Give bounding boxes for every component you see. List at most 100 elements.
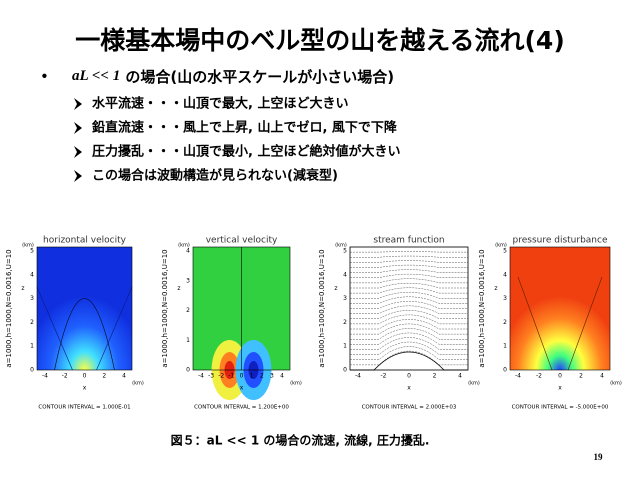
x-tick-label: 2 [579, 373, 583, 380]
y-tick-label: 2 [503, 319, 507, 326]
contour-interval: CONTOUR INTERVAL = 1.200E+00 [194, 405, 289, 411]
x-label: x [558, 385, 562, 392]
y-tick-label: 1 [503, 343, 507, 350]
streamline [350, 314, 468, 325]
bullet-text: の場合(山の水平スケールが小さい場合) [120, 68, 394, 86]
contour [517, 276, 603, 371]
y-tick-label: 5 [343, 248, 347, 255]
streamline [350, 255, 468, 258]
streamline [350, 341, 468, 355]
x-tick-label: -1 [228, 373, 234, 380]
x-tick-label: -4 [198, 373, 204, 380]
plot-frame [36, 246, 133, 371]
streamline [350, 310, 468, 319]
streamline [350, 319, 468, 330]
x-tick-label: -4 [355, 373, 361, 380]
y-tick-label: 2 [186, 307, 190, 314]
panel-params: a=1000,h=1000,N=0.0016,U=10 [318, 249, 326, 367]
panel-title: horizontal velocity [43, 236, 127, 246]
y-tick-label: 0 [186, 367, 190, 374]
item-arrow [74, 170, 82, 182]
y-unit: (km) [495, 243, 507, 249]
plot-frame [509, 246, 611, 371]
panel-title: pressure disturbance [513, 236, 608, 246]
y-label: z [334, 285, 337, 292]
x-tick-label: 1 [250, 373, 254, 380]
streamline [350, 301, 468, 309]
x-tick-label: -4 [42, 373, 48, 380]
plot-frame [192, 246, 291, 371]
streamline [350, 305, 468, 314]
x-tick-label: -2 [218, 373, 224, 380]
y-tick-label: 0 [343, 367, 347, 374]
x-label: x [240, 385, 244, 392]
x-tick-label: 2 [102, 373, 106, 380]
x-tick-label: 0 [407, 373, 411, 380]
panel-params: a=1000,h=1000,N=0.0016,U=10 [478, 249, 486, 367]
y-tick-label: 0 [30, 367, 34, 374]
y-tick-label: 3 [343, 295, 347, 302]
y-tick-label: 1 [343, 343, 347, 350]
y-tick-label: 1 [30, 343, 34, 350]
x-tick-label: -3 [208, 373, 214, 380]
y-unit: (km) [178, 243, 190, 249]
plot-area [37, 247, 132, 370]
x-tick-label: -2 [536, 373, 542, 380]
x-tick-label: -2 [62, 373, 68, 380]
item: 水平流速・・・山頂で最大, 上空ほど大きい [92, 96, 348, 112]
panel-params: a=1000,h=1000,N=0.0016,U=10 [5, 249, 13, 367]
plot-frame [349, 246, 469, 371]
contour-interval: CONTOUR INTERVAL = 1.000E-01 [38, 405, 130, 411]
y-tick-label: 2 [30, 319, 34, 326]
contour-interval: CONTOUR INTERVAL = -5.000E+00 [512, 405, 609, 411]
y-tick-label: 5 [503, 248, 507, 255]
y-label: z [494, 285, 497, 292]
x-unit: (km) [610, 381, 622, 387]
x-unit: (km) [290, 381, 302, 387]
y-tick-label: 2 [343, 319, 347, 326]
x-tick-label: 4 [280, 373, 284, 380]
bullet-math: aL << 1 [72, 68, 120, 84]
streamline [350, 287, 468, 294]
mountain [350, 351, 468, 371]
panel-params: a=1000,h=1000,N=0.0016,U=10 [161, 249, 169, 367]
y-tick-label: 5 [30, 248, 34, 255]
figures: horizontal velocity a=1000,h=1000,N=0.001… [5, 236, 622, 411]
panel-title: stream function [373, 236, 444, 246]
item-arrow [74, 146, 82, 158]
streamline [350, 292, 468, 299]
y-unit: (km) [22, 243, 34, 249]
x-tick-label: 4 [458, 373, 462, 380]
x-tick-label: 2 [260, 373, 264, 380]
y-label: z [21, 285, 24, 292]
bullet-dot: • [40, 68, 49, 86]
y-tick-label: 4 [186, 248, 190, 255]
x-unit: (km) [132, 381, 144, 387]
x-unit: (km) [468, 381, 480, 387]
y-tick-label: 0 [503, 367, 507, 374]
x-label: x [407, 385, 411, 392]
x-tick-label: 0 [558, 373, 562, 380]
streamline [350, 346, 468, 360]
panel-title: vertical velocity [206, 236, 278, 246]
x-tick-label: -4 [515, 373, 521, 380]
x-tick-label: 0 [240, 373, 244, 380]
item: この場合は波動構造が見られない(減衰型) [92, 168, 338, 184]
x-tick-label: 4 [122, 373, 126, 380]
streamline [350, 251, 468, 253]
y-label: z [177, 285, 180, 292]
y-tick-label: 4 [343, 271, 347, 278]
streamline [350, 332, 468, 345]
y-tick-label: 3 [30, 295, 34, 302]
item: 鉛直流速・・・風上で上昇, 山上でゼロ, 風下で下降 [92, 120, 398, 136]
x-tick-label: 2 [433, 373, 437, 380]
x-tick-label: 3 [270, 373, 274, 380]
streamline [350, 337, 468, 350]
plot-area [510, 247, 610, 370]
streamline [350, 323, 468, 335]
y-tick-label: 3 [186, 277, 190, 284]
x-tick-label: -2 [381, 373, 387, 380]
slide-title: 一様基本場中のベル型の山を越える流れ(4) [75, 26, 565, 55]
